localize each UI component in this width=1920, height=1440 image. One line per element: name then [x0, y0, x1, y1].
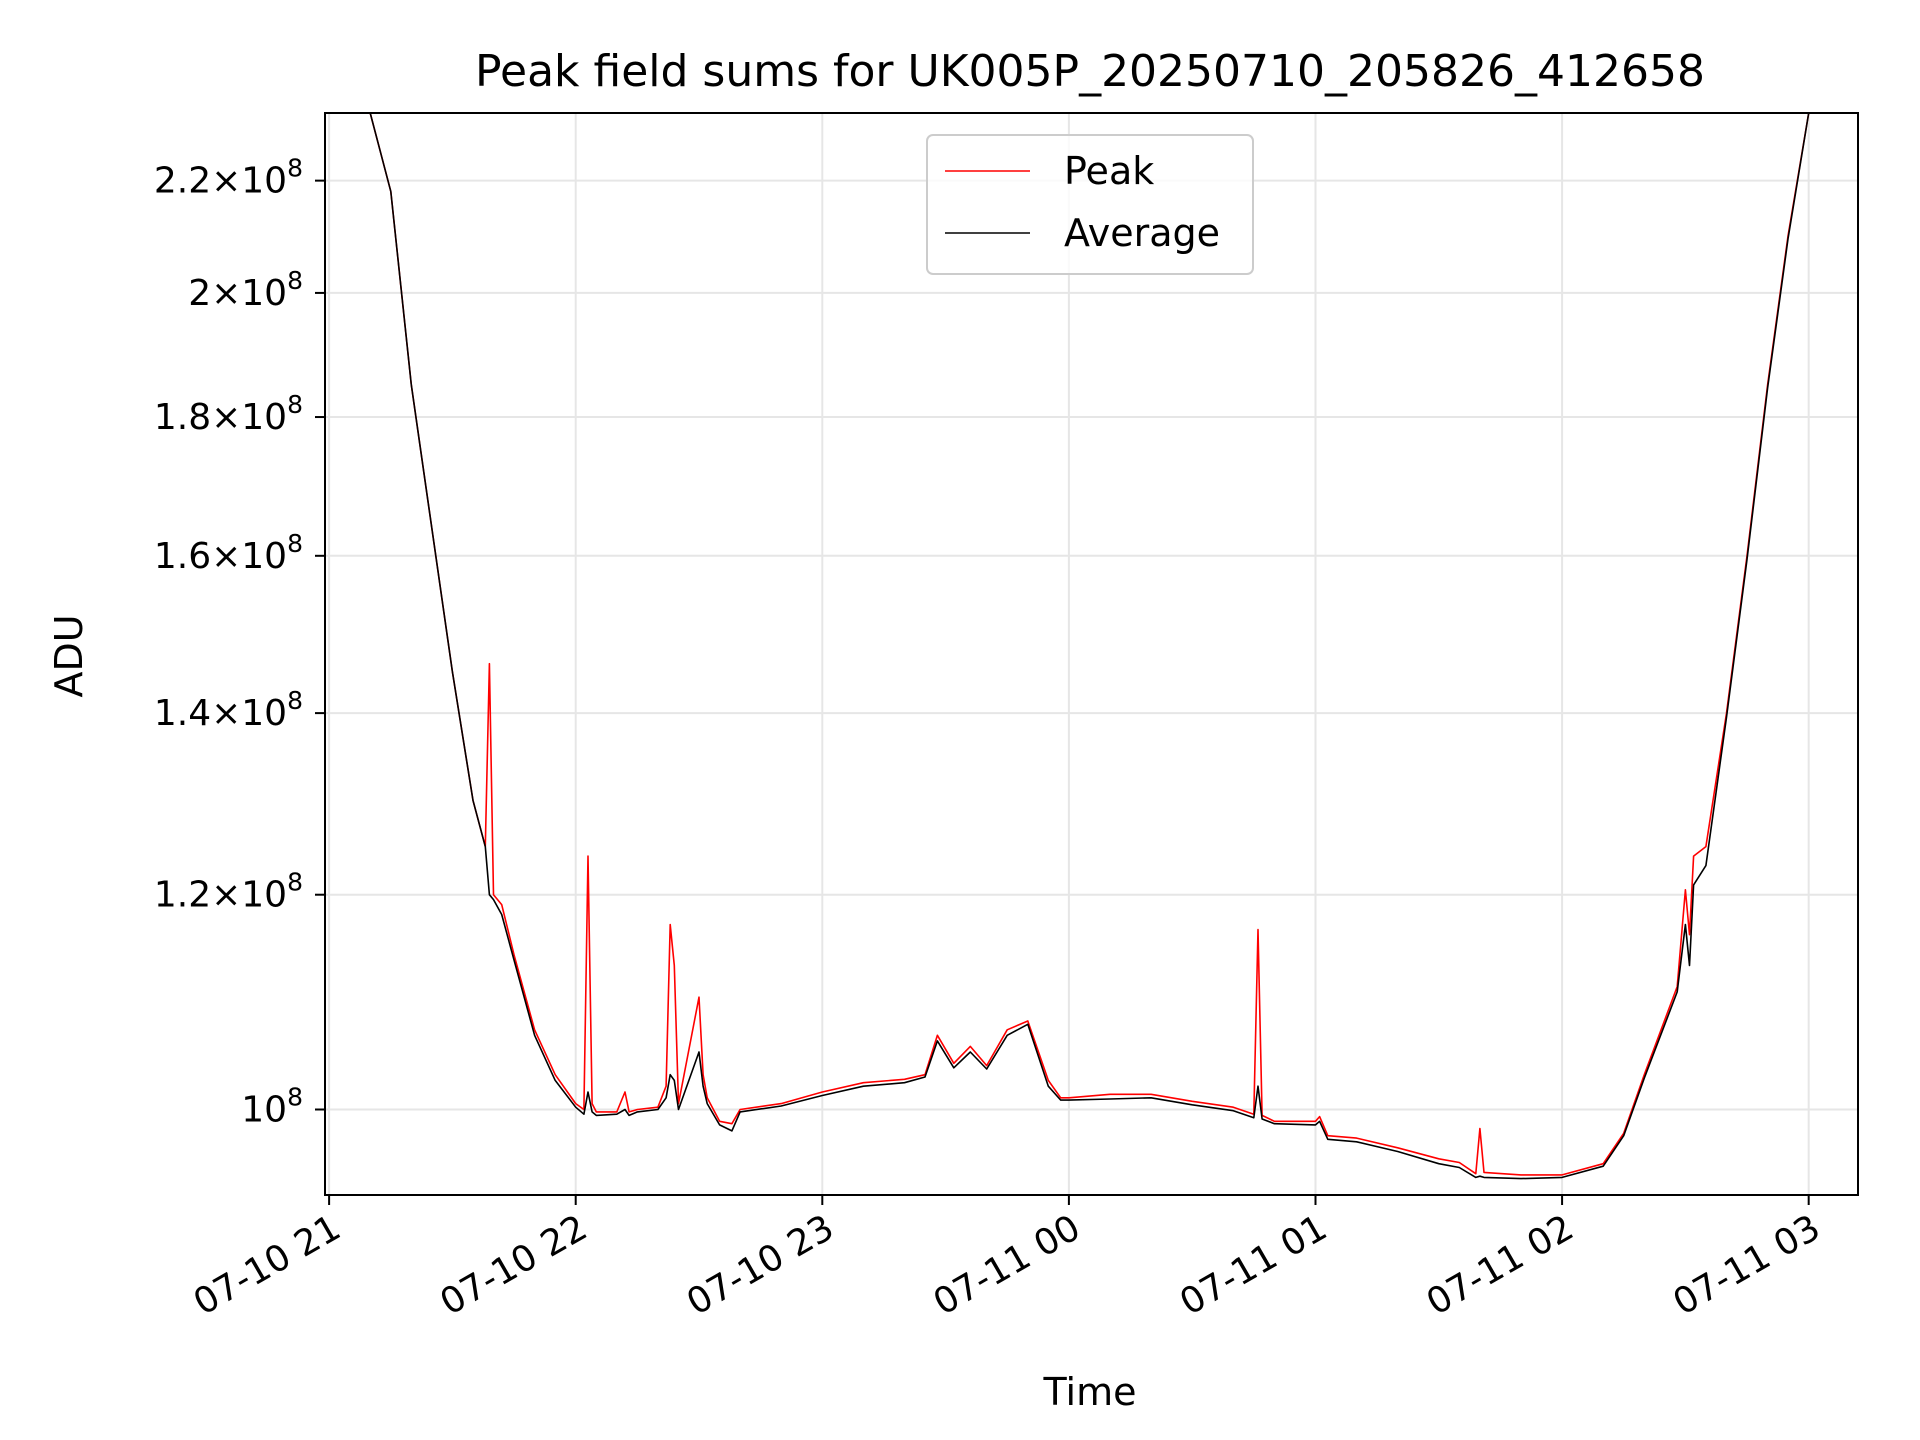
legend-label-average: Average	[1064, 211, 1220, 255]
y-axis: 1081.2×1081.4×1081.6×1081.8×1082×1082.2×…	[154, 154, 325, 1131]
legend-box	[926, 134, 1254, 275]
y-tick-label-4: 1.8×108	[154, 390, 303, 438]
plot-area	[329, 112, 1810, 1180]
series-line-peak	[329, 112, 1810, 1176]
x-axis-label: Time	[1043, 1370, 1137, 1414]
legend: Peak Average	[926, 134, 1254, 275]
series-line-average	[329, 112, 1810, 1180]
y-tick-label-2: 1.4×108	[154, 686, 303, 734]
legend-label-peak: Peak	[1064, 149, 1154, 193]
y-tick-label-5: 2×108	[188, 266, 303, 314]
y-axis-label: ADU	[47, 614, 91, 697]
axes-frame	[324, 112, 1859, 1196]
y-tick-label-1: 1.2×108	[154, 868, 303, 916]
y-tick-label-6: 2.2×108	[154, 154, 303, 202]
chart-title: Peak field sums for UK005P_20250710_2058…	[475, 46, 1705, 97]
y-tick-label-3: 1.6×108	[154, 529, 303, 577]
